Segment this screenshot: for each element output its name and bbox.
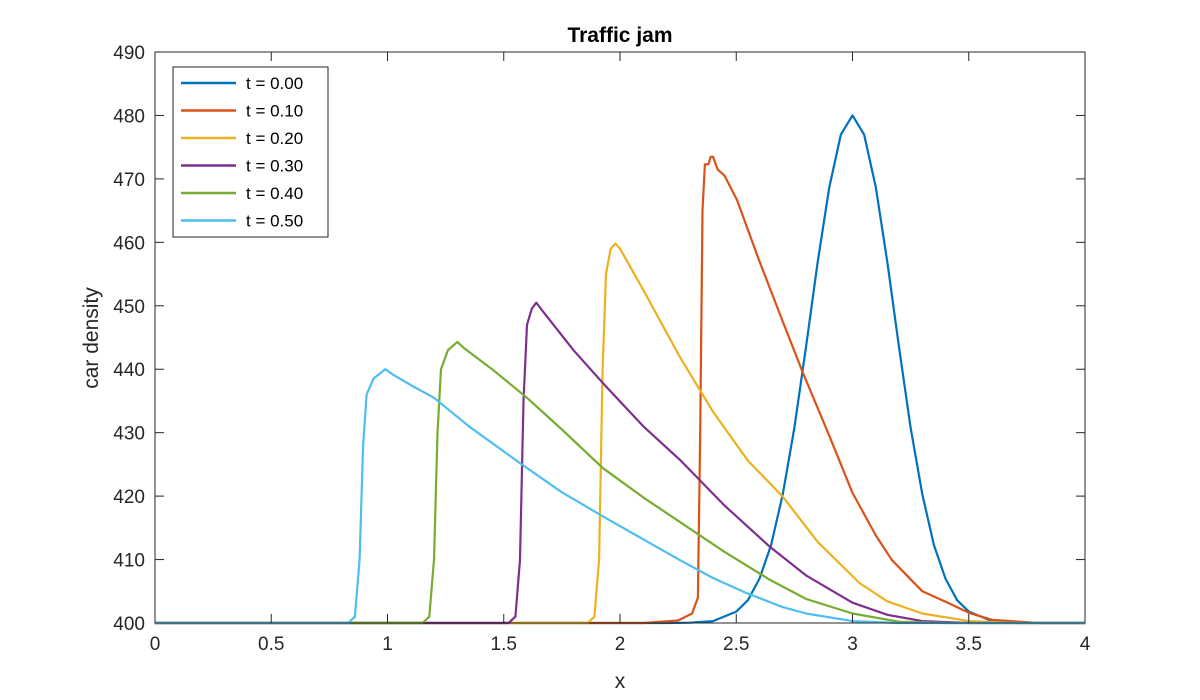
chart-title: Traffic jam <box>567 24 672 47</box>
x-axis-label: x <box>615 670 626 693</box>
y-tick-label: 420 <box>113 487 145 508</box>
x-tick-label: 4 <box>1080 634 1091 655</box>
y-tick-label: 400 <box>113 614 145 635</box>
legend-box <box>172 66 329 238</box>
y-tick-label: 460 <box>113 233 145 254</box>
x-tick-label: 1 <box>382 634 393 655</box>
x-tick-label: 1.5 <box>491 634 517 655</box>
legend-entry: t = 0.40 <box>246 184 303 203</box>
series-line-4 <box>155 340 1085 625</box>
y-axis-label: car density <box>80 287 103 389</box>
legend-entry: t = 0.30 <box>246 157 303 176</box>
ticks-layer: 0 0.5 1 1.5 2 2.5 3 3.5 4 400 410 420 430 440 450 460 47… <box>113 43 1090 655</box>
x-tick-label: 2.5 <box>723 634 749 655</box>
x-tick-label: 2 <box>615 634 626 655</box>
legend: t = 0.00 t = 0.10 t = 0.20 t = 0.30 t = 0.40… <box>172 66 329 238</box>
series-line-1 <box>155 155 1085 625</box>
x-tick-label: 3.5 <box>956 634 982 655</box>
series-line-3 <box>155 301 1085 625</box>
series-layer <box>155 114 1085 625</box>
y-tick-label: 410 <box>113 551 145 572</box>
x-tick-label: 0.5 <box>258 634 284 655</box>
y-tick-label: 450 <box>113 297 145 318</box>
y-tick-label: 470 <box>113 170 145 191</box>
legend-entry: t = 0.20 <box>246 129 303 148</box>
y-tick-label: 440 <box>113 360 145 381</box>
x-tick-label: 0 <box>150 634 161 655</box>
y-tick-label: 490 <box>113 43 145 64</box>
series-line-0 <box>155 114 1085 625</box>
x-tick-label: 3 <box>847 634 858 655</box>
series-line-5 <box>155 368 1085 625</box>
series-line-2 <box>155 242 1085 625</box>
y-tick-label: 430 <box>113 424 145 445</box>
legend-entry: t = 0.50 <box>246 212 303 231</box>
legend-entry: t = 0.10 <box>246 102 303 121</box>
legend-entry: t = 0.00 <box>246 74 303 93</box>
y-tick-label: 480 <box>113 106 145 127</box>
